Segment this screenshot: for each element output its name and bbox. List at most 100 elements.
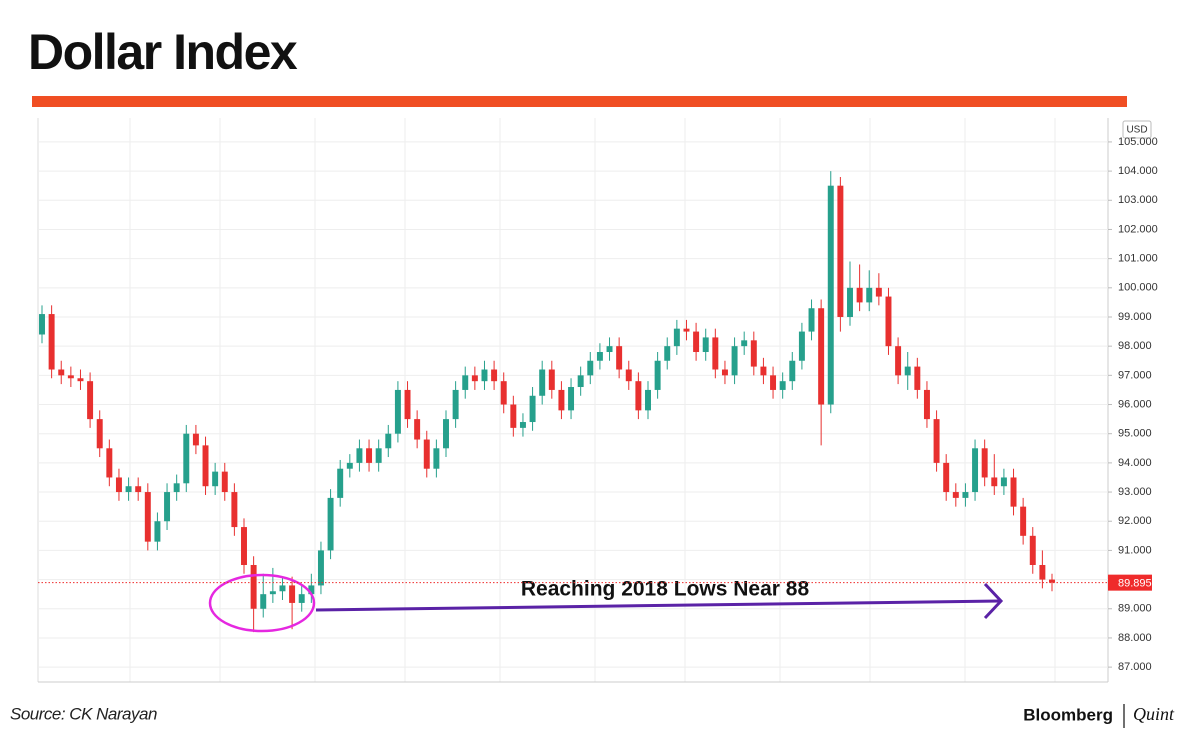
y-tick-label: 94.000 xyxy=(1118,457,1152,469)
candle-body xyxy=(115,477,122,493)
candle-body xyxy=(558,389,565,411)
candle-body xyxy=(510,404,517,428)
candle-body xyxy=(58,369,65,376)
candle-body xyxy=(885,296,892,347)
highlight-ellipse xyxy=(208,573,316,633)
candle-body xyxy=(923,389,930,420)
candle-body xyxy=(568,387,575,411)
brand-partner: Quint xyxy=(1133,704,1175,724)
candle-body xyxy=(269,591,276,595)
candle-body xyxy=(779,381,786,390)
candle-body xyxy=(135,486,142,493)
candle-body xyxy=(731,346,738,376)
last-price-label: 89.895 xyxy=(1118,578,1152,590)
candle-body xyxy=(962,492,969,498)
candle-body xyxy=(67,375,74,379)
candle-body xyxy=(991,477,998,487)
candle-body xyxy=(635,381,642,411)
candle-body xyxy=(385,433,392,449)
candle-body xyxy=(654,360,661,390)
candle-body xyxy=(250,564,257,609)
candle-body xyxy=(346,462,353,469)
candle-body xyxy=(212,471,219,487)
candle-body xyxy=(481,369,488,382)
candle-body xyxy=(933,419,940,463)
candle-body xyxy=(587,360,594,376)
candle-body xyxy=(164,492,171,522)
arrow-shaft xyxy=(315,599,1001,612)
candle-body xyxy=(462,375,469,390)
candle-body xyxy=(202,445,209,487)
candle-body xyxy=(279,585,286,592)
candle-body xyxy=(972,448,979,493)
y-tick-label: 88.000 xyxy=(1118,632,1152,644)
candle-body xyxy=(414,419,421,440)
y-tick-label: 99.000 xyxy=(1118,311,1152,323)
candle-body xyxy=(808,308,815,332)
candle-body xyxy=(721,369,728,376)
brand: Bloomberg xyxy=(1023,705,1113,724)
chart-title: Dollar Index xyxy=(28,24,298,80)
candle-body xyxy=(471,375,478,382)
candle-body xyxy=(106,448,113,478)
candle-body xyxy=(221,471,228,493)
candle-body xyxy=(952,492,959,498)
candle-body xyxy=(327,497,334,551)
y-tick-label: 103.000 xyxy=(1118,194,1158,206)
candle-body xyxy=(1010,477,1017,507)
y-tick-label: 89.000 xyxy=(1118,603,1152,615)
candle-body xyxy=(39,314,45,335)
candle-body xyxy=(308,585,315,595)
candle-body xyxy=(798,331,805,361)
candle-body xyxy=(827,185,834,405)
candle-body xyxy=(366,448,373,463)
candle-body xyxy=(818,308,825,405)
candle-body xyxy=(750,340,757,367)
candle-body xyxy=(87,381,94,420)
candle-body xyxy=(616,346,623,370)
candle-body xyxy=(625,369,632,382)
candle-body xyxy=(1029,535,1036,565)
candle-body xyxy=(375,448,382,463)
y-tick-label: 97.000 xyxy=(1118,369,1152,381)
y-tick-label: 91.000 xyxy=(1118,544,1152,556)
candle-body xyxy=(856,287,863,303)
candle-body xyxy=(529,395,536,423)
candle-body xyxy=(712,337,719,370)
candle-body xyxy=(1000,477,1007,487)
candle-body xyxy=(241,527,247,565)
time-grid xyxy=(129,118,1056,682)
candle-body xyxy=(394,389,401,434)
candle-body xyxy=(943,462,950,493)
candle-body xyxy=(770,375,777,390)
y-tick-label: 93.000 xyxy=(1118,486,1152,498)
candle-body xyxy=(847,287,853,317)
candle-body xyxy=(702,337,709,353)
candle-body xyxy=(231,492,238,528)
candle-body xyxy=(789,360,796,382)
unit-label: USD xyxy=(1126,125,1147,136)
last-price-box xyxy=(1108,574,1152,591)
candle-body xyxy=(1049,579,1055,583)
y-tick-label: 100.000 xyxy=(1118,282,1158,294)
candle-body xyxy=(914,366,921,390)
y-tick-label: 102.000 xyxy=(1118,223,1158,235)
candle-body xyxy=(1020,506,1027,536)
candle-body xyxy=(298,594,305,603)
y-tick-label: 95.000 xyxy=(1118,428,1152,440)
candle-body xyxy=(317,550,324,586)
source: Source: CK Narayan xyxy=(10,704,157,723)
y-tick-label: 101.000 xyxy=(1118,253,1158,265)
y-tick-label: 98.000 xyxy=(1118,340,1152,352)
candle-body xyxy=(77,378,84,382)
y-tick-label: 104.000 xyxy=(1118,165,1158,177)
candle-body xyxy=(683,328,690,332)
candle-body xyxy=(664,346,671,361)
unit-box xyxy=(1122,120,1152,139)
candle-body xyxy=(981,448,988,478)
candle-body xyxy=(539,369,546,396)
candle-body xyxy=(356,448,363,463)
candle-body xyxy=(48,314,55,370)
candle-body xyxy=(837,185,844,317)
candle-body xyxy=(173,483,180,493)
